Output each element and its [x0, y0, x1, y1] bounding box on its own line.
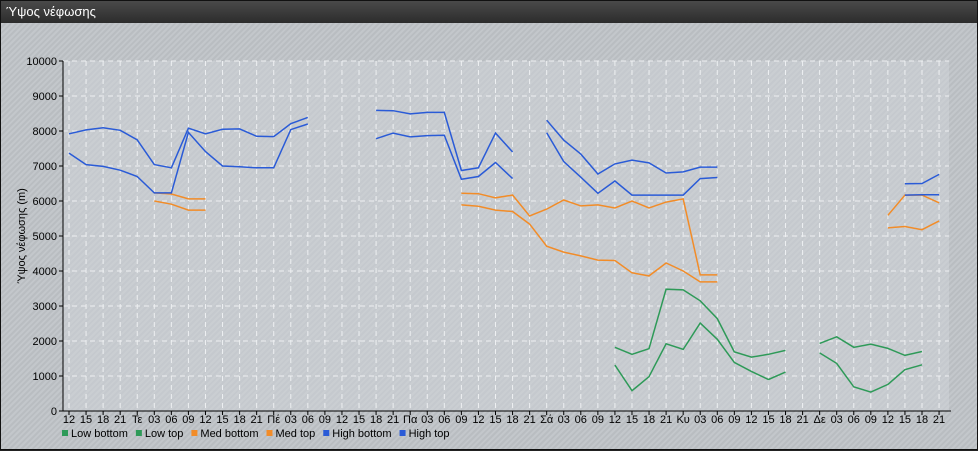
x-tick-label: 06 — [165, 414, 177, 426]
x-tick-label: 12 — [336, 414, 348, 426]
x-tick-label: 12 — [199, 414, 211, 426]
x-tick-label: 18 — [643, 414, 655, 426]
x-tick-label: 12 — [745, 414, 757, 426]
x-tick-label: 12 — [472, 414, 484, 426]
x-tick-label: 18 — [233, 414, 245, 426]
x-tick-label: 03 — [421, 414, 433, 426]
x-tick-label: 21 — [660, 414, 672, 426]
x-tick-label: 09 — [592, 414, 604, 426]
x-tick-label: 03 — [831, 414, 843, 426]
x-tick-label: 21 — [251, 414, 263, 426]
x-tick-label: 18 — [370, 414, 382, 426]
legend-label: Low bottom — [71, 428, 128, 440]
legend-label: Med top — [276, 428, 316, 440]
x-tick-label: 09 — [319, 414, 331, 426]
y-tick-label: 0 — [51, 406, 57, 418]
x-tick-label: 03 — [285, 414, 297, 426]
legend-label: Low top — [145, 428, 184, 440]
y-tick-label: 8000 — [33, 126, 57, 138]
x-tick-label: Σά — [540, 414, 554, 426]
x-tick-label: 09 — [455, 414, 467, 426]
legend-swatch — [323, 430, 329, 436]
x-tick-label: 15 — [762, 414, 774, 426]
x-tick-label: 15 — [899, 414, 911, 426]
legend-swatch — [191, 430, 197, 436]
y-tick-label: 9000 — [33, 91, 57, 103]
x-tick-label: 09 — [728, 414, 740, 426]
x-tick-label: 09 — [865, 414, 877, 426]
y-tick-label: 2000 — [33, 336, 57, 348]
y-tick-label: 1000 — [33, 371, 57, 383]
x-tick-label: 18 — [779, 414, 791, 426]
x-tick-label: 06 — [302, 414, 314, 426]
x-tick-label: 18 — [916, 414, 928, 426]
x-tick-label: 03 — [694, 414, 706, 426]
x-tick-label: 12 — [882, 414, 894, 426]
x-tick-label: Πέ — [267, 414, 280, 426]
x-tick-label: 15 — [216, 414, 228, 426]
x-tick-label: Πα — [403, 414, 418, 426]
x-tick-label: 12 — [63, 414, 75, 426]
y-tick-label: 4000 — [33, 266, 57, 278]
x-tick-label: 12 — [609, 414, 621, 426]
x-tick-label: 15 — [80, 414, 92, 426]
x-tick-label: 15 — [489, 414, 501, 426]
x-tick-label: 06 — [711, 414, 723, 426]
y-tick-label: 6000 — [33, 196, 57, 208]
x-tick-label: 06 — [438, 414, 450, 426]
y-tick-label: 7000 — [33, 161, 57, 173]
legend-swatch — [136, 430, 142, 436]
x-tick-label: 18 — [506, 414, 518, 426]
x-tick-label: 06 — [848, 414, 860, 426]
x-tick-label: 18 — [97, 414, 109, 426]
legend-swatch — [62, 430, 68, 436]
x-tick-label: Τε — [132, 414, 143, 426]
x-tick-label: 09 — [182, 414, 194, 426]
legend-swatch — [400, 430, 406, 436]
x-tick-label: 03 — [148, 414, 160, 426]
x-tick-label: 21 — [523, 414, 535, 426]
legend-label: Med bottom — [200, 428, 258, 440]
x-tick-label: 21 — [387, 414, 399, 426]
x-tick-label: 21 — [933, 414, 945, 426]
x-tick-label: 21 — [796, 414, 808, 426]
x-tick-label: 21 — [114, 414, 126, 426]
y-tick-label: 3000 — [33, 301, 57, 313]
y-tick-label: 10000 — [26, 56, 57, 68]
x-tick-label: 03 — [558, 414, 570, 426]
x-tick-label: 15 — [353, 414, 365, 426]
legend-swatch — [267, 430, 273, 436]
x-tick-label: 06 — [575, 414, 587, 426]
x-tick-label: 15 — [626, 414, 638, 426]
y-axis-label: Ύψος νέφωσης (m) — [16, 188, 28, 284]
x-tick-label: Κυ — [676, 414, 689, 426]
x-tick-label: Δε — [814, 414, 826, 426]
y-tick-label: 5000 — [33, 231, 57, 243]
legend-label: High top — [409, 428, 450, 440]
legend-label: High bottom — [332, 428, 391, 440]
